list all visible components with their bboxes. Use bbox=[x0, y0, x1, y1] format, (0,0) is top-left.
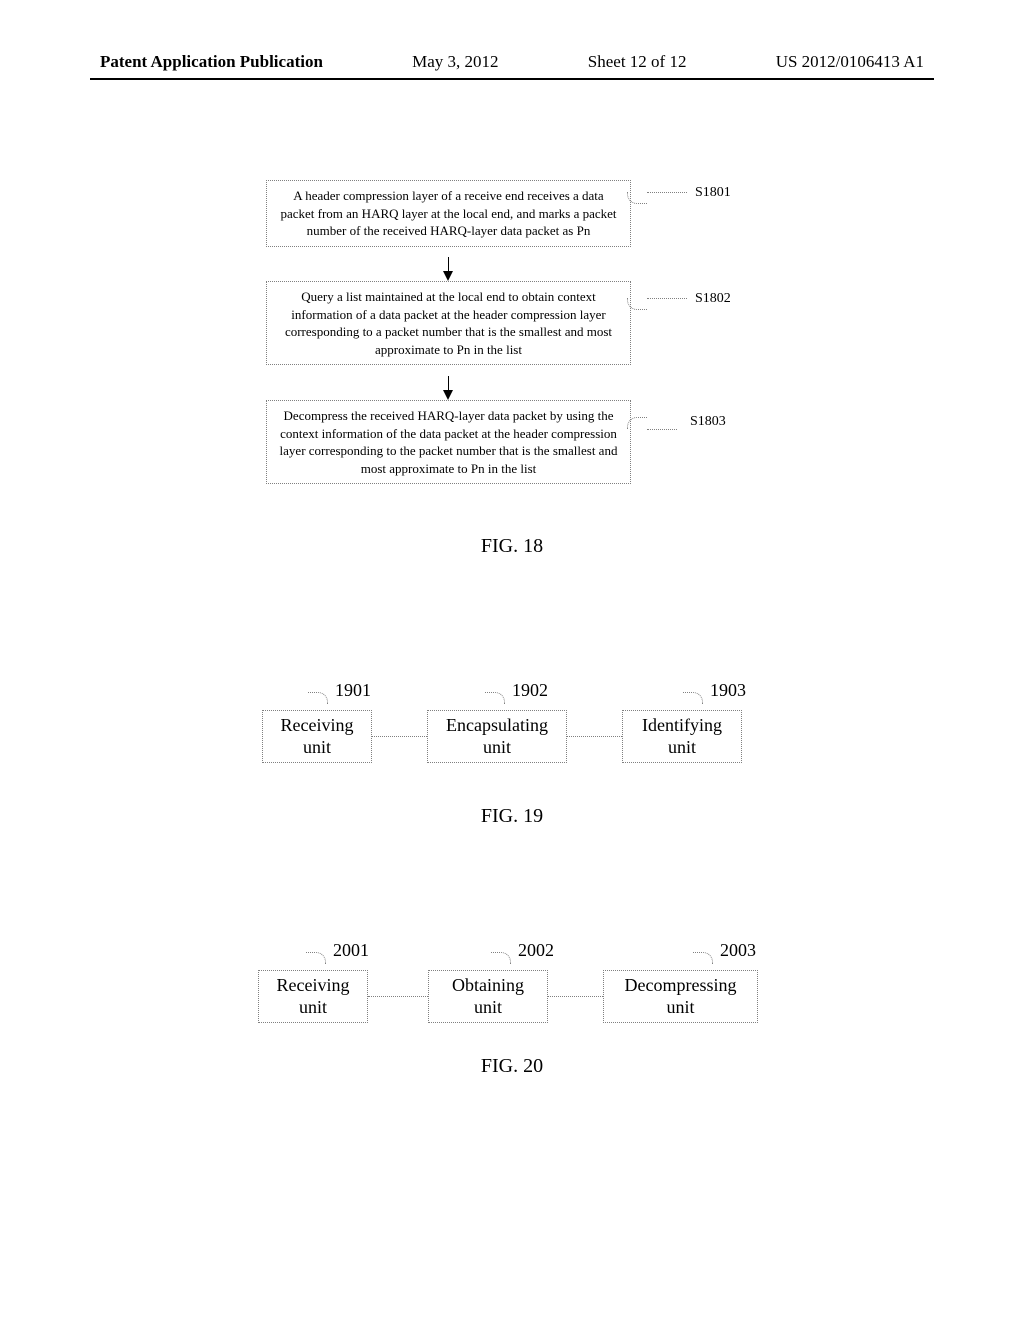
leader-1 bbox=[647, 192, 687, 193]
fig19-leader-curve-3 bbox=[683, 692, 703, 704]
leader-2 bbox=[647, 298, 687, 299]
fig19-unit-2-l1: Encapsulating bbox=[446, 715, 548, 735]
page-header: Patent Application Publication May 3, 20… bbox=[0, 52, 1024, 72]
fig20-unit-2-l1: Obtaining bbox=[452, 975, 524, 995]
flow-step-1: A header compression layer of a receive … bbox=[266, 180, 631, 247]
leader-3 bbox=[647, 429, 677, 430]
flow-step-3-text: Decompress the received HARQ-layer data … bbox=[280, 408, 618, 476]
header-rule bbox=[90, 78, 934, 80]
fig19-unit-2: Encapsulating unit bbox=[427, 710, 567, 763]
fig20-num-2: 2002 bbox=[518, 940, 554, 961]
flow-step-3: Decompress the received HARQ-layer data … bbox=[266, 400, 631, 484]
fig20-conn-2-3 bbox=[548, 996, 603, 997]
fig19-conn-1-2 bbox=[372, 736, 427, 737]
fig19-unit-1-l1: Receiving bbox=[281, 715, 354, 735]
fig20-unit-1-l2: unit bbox=[299, 997, 327, 1017]
fig19-num-2: 1902 bbox=[512, 680, 548, 701]
fig20-leader-curve-2 bbox=[491, 952, 511, 964]
fig20-unit-2-l2: unit bbox=[474, 997, 502, 1017]
leader-curve-3 bbox=[627, 417, 647, 429]
fig20-num-3: 2003 bbox=[720, 940, 756, 961]
arrow-1-2-head bbox=[443, 271, 453, 281]
header-date: May 3, 2012 bbox=[412, 52, 498, 72]
fig19-conn-2-3 bbox=[567, 736, 622, 737]
flow-step-2-text: Query a list maintained at the local end… bbox=[285, 289, 612, 357]
fig19-unit-2-l2: unit bbox=[483, 737, 511, 757]
fig19-unit-3-l2: unit bbox=[668, 737, 696, 757]
fig19-num-3: 1903 bbox=[710, 680, 746, 701]
fig20-leader-curve-3 bbox=[693, 952, 713, 964]
header-docnum: US 2012/0106413 A1 bbox=[776, 52, 924, 72]
fig20-num-1: 2001 bbox=[333, 940, 369, 961]
fig20-unit-2: Obtaining unit bbox=[428, 970, 548, 1023]
header-title: Patent Application Publication bbox=[100, 52, 323, 72]
fig18-caption: FIG. 18 bbox=[0, 535, 1024, 558]
flow-step-1-text: A header compression layer of a receive … bbox=[280, 188, 616, 238]
fig20-unit-3-l2: unit bbox=[666, 997, 694, 1017]
fig19-leader-curve-1 bbox=[308, 692, 328, 704]
fig20-unit-3-l1: Decompressing bbox=[625, 975, 737, 995]
fig19-unit-3: Identifying unit bbox=[622, 710, 742, 763]
fig19-caption: FIG. 19 bbox=[0, 805, 1024, 828]
arrow-2-3-head bbox=[443, 390, 453, 400]
fig19-unit-1: Receiving unit bbox=[262, 710, 372, 763]
fig20-leader-curve-1 bbox=[306, 952, 326, 964]
flow-label-1: S1801 bbox=[695, 185, 731, 201]
fig19-unit-3-l1: Identifying bbox=[642, 715, 722, 735]
fig19-leader-curve-2 bbox=[485, 692, 505, 704]
fig19-unit-1-l2: unit bbox=[303, 737, 331, 757]
flow-step-2: Query a list maintained at the local end… bbox=[266, 281, 631, 365]
fig19-num-1: 1901 bbox=[335, 680, 371, 701]
fig20-unit-1: Receiving unit bbox=[258, 970, 368, 1023]
fig20-unit-1-l1: Receiving bbox=[277, 975, 350, 995]
flow-label-2: S1802 bbox=[695, 291, 731, 307]
header-sheet: Sheet 12 of 12 bbox=[588, 52, 687, 72]
fig20-unit-3: Decompressing unit bbox=[603, 970, 758, 1023]
fig20-caption: FIG. 20 bbox=[0, 1055, 1024, 1078]
flow-label-3: S1803 bbox=[690, 414, 726, 430]
fig20-conn-1-2 bbox=[368, 996, 428, 997]
